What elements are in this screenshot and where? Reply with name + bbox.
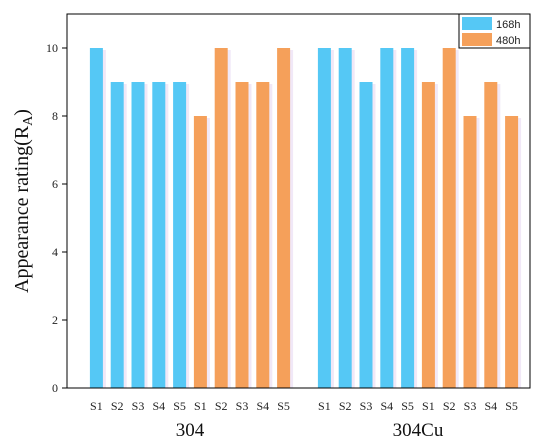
bar-304-168h-S5 xyxy=(173,82,187,388)
group-label-304: 304 xyxy=(176,420,205,441)
x-tick-label: S2 xyxy=(339,399,352,413)
x-tick-label: S4 xyxy=(484,399,497,413)
group-label-304Cu: 304Cu xyxy=(393,420,444,441)
bars-layer xyxy=(89,48,522,388)
x-tick-label: S4 xyxy=(380,399,393,413)
bar-304-168h-S3 xyxy=(131,82,145,388)
bar-304Cu-480h-S3 xyxy=(463,116,477,388)
bar-304-168h-S1 xyxy=(89,48,103,388)
x-tick-label: S5 xyxy=(173,399,186,413)
bar-304Cu-168h-S2 xyxy=(338,48,352,388)
x-tick-label: S2 xyxy=(443,399,456,413)
x-tick-label: S5 xyxy=(277,399,290,413)
x-tick-label: S1 xyxy=(422,399,435,413)
bar-304Cu-480h-S1 xyxy=(421,82,435,388)
bar-304Cu-480h-S5 xyxy=(505,116,519,388)
bar-304Cu-168h-S5 xyxy=(401,48,415,388)
x-tick-label: S3 xyxy=(360,399,373,413)
bar-304-480h-S2 xyxy=(214,48,228,388)
x-tick-label: S4 xyxy=(256,399,269,413)
y-tick-label: 0 xyxy=(52,381,58,395)
group-labels: 304 304Cu xyxy=(176,420,444,441)
plot-frame xyxy=(66,13,531,389)
x-tick-label: S1 xyxy=(318,399,331,413)
y-tick-label: 4 xyxy=(52,245,58,259)
category-labels: S1 S2 S3 S4 S5 S1 S2 S3 S4 S5 S1 S2 S3 S4 S5 S1 S2 S3 S4 S5 xyxy=(90,399,518,413)
bar-304Cu-168h-S1 xyxy=(317,48,331,388)
legend: 168h 480h xyxy=(458,13,531,49)
bar-304Cu-168h-S4 xyxy=(380,48,394,388)
x-tick-label: S1 xyxy=(90,399,103,413)
x-tick-label: S4 xyxy=(152,399,165,413)
y-tick-label: 2 xyxy=(52,313,58,327)
x-tick-label: S5 xyxy=(505,399,518,413)
y-tick-label: 6 xyxy=(52,177,58,191)
bar-304-168h-S2 xyxy=(110,82,124,388)
y-tick-label: 10 xyxy=(46,41,58,55)
x-tick-label: S3 xyxy=(236,399,249,413)
x-tick-label: S3 xyxy=(464,399,477,413)
bar-304-168h-S4 xyxy=(152,82,166,388)
y-axis-label: Appearance rating(RA) xyxy=(11,109,36,293)
bar-304Cu-168h-S3 xyxy=(359,82,373,388)
x-tick-label: S2 xyxy=(111,399,124,413)
y-axis-label-subscript: A xyxy=(21,115,36,126)
legend-swatch-168h xyxy=(462,17,492,30)
x-tick-label: S5 xyxy=(401,399,414,413)
x-tick-label: S3 xyxy=(132,399,145,413)
bar-304-480h-S3 xyxy=(235,82,249,388)
y-axis: 0 2 4 6 8 10 xyxy=(46,41,67,395)
legend-label-480h: 480h xyxy=(496,35,520,47)
x-tick-label: S2 xyxy=(215,399,228,413)
x-tick-label: S1 xyxy=(194,399,207,413)
y-tick-label: 8 xyxy=(52,109,58,123)
bar-304Cu-480h-S2 xyxy=(442,48,456,388)
bar-304Cu-480h-S4 xyxy=(484,82,498,388)
bar-304-480h-S5 xyxy=(277,48,291,388)
bar-304-480h-S1 xyxy=(193,116,207,388)
legend-label-168h: 168h xyxy=(496,19,520,31)
legend-swatch-480h xyxy=(462,33,492,46)
bar-304-480h-S4 xyxy=(256,82,270,388)
